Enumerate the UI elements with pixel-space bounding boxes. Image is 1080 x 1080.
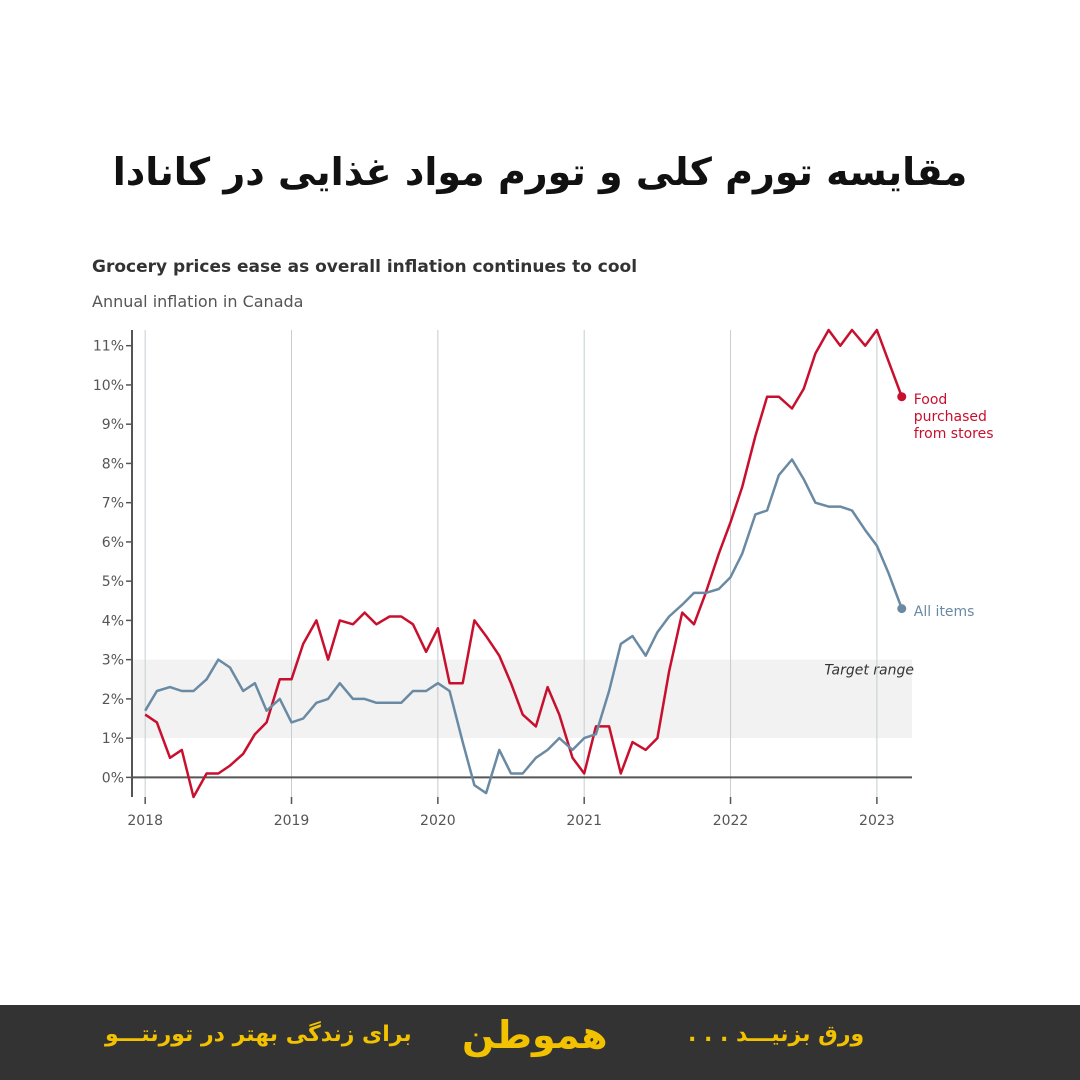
page-title: مقایسه تورم کلی و تورم مواد غذایی در کان… [112,150,968,194]
chart-subtitle: Annual inflation in Canada [92,292,303,311]
target-label: Target range [824,663,914,679]
footer-logo: هموطن [462,1013,608,1057]
y-tick-label: 1% [102,731,124,747]
footer-slogan: برای زندگی بهتر در تورنتـــو [105,1022,412,1047]
y-tick-label: 7% [102,496,124,512]
y-tick-label: 6% [102,535,124,551]
y-tick-label: 3% [102,653,124,669]
legend-label: Food purchased from stores [913,391,994,442]
legend-label: All items [913,603,975,620]
y-tick-label: 2% [102,692,124,708]
end-point [897,604,907,614]
chart-title: Grocery prices ease as overall inflation… [92,257,637,277]
y-tick-label: 0% [102,770,124,786]
series-line [144,458,903,795]
y-tick-label: 8% [102,456,124,472]
x-tick-label: 2018 [127,813,163,829]
x-tick-label: 2021 [566,813,602,829]
y-tick-label: 9% [102,417,124,433]
y-tick-label: 10% [93,378,124,394]
x-tick-label: 2019 [274,813,310,829]
y-tick-label: 4% [102,613,124,629]
x-tick-label: 2020 [420,813,456,829]
y-tick-label: 11% [93,339,124,355]
footer-swipe: ورق بزنیـــد . . . [688,1022,865,1047]
x-tick-label: 2022 [713,813,749,829]
end-point [897,392,907,402]
y-tick-label: 5% [102,574,124,590]
footer-bar [0,1005,1080,1080]
x-tick-label: 2023 [859,813,895,829]
target-range [132,659,912,739]
